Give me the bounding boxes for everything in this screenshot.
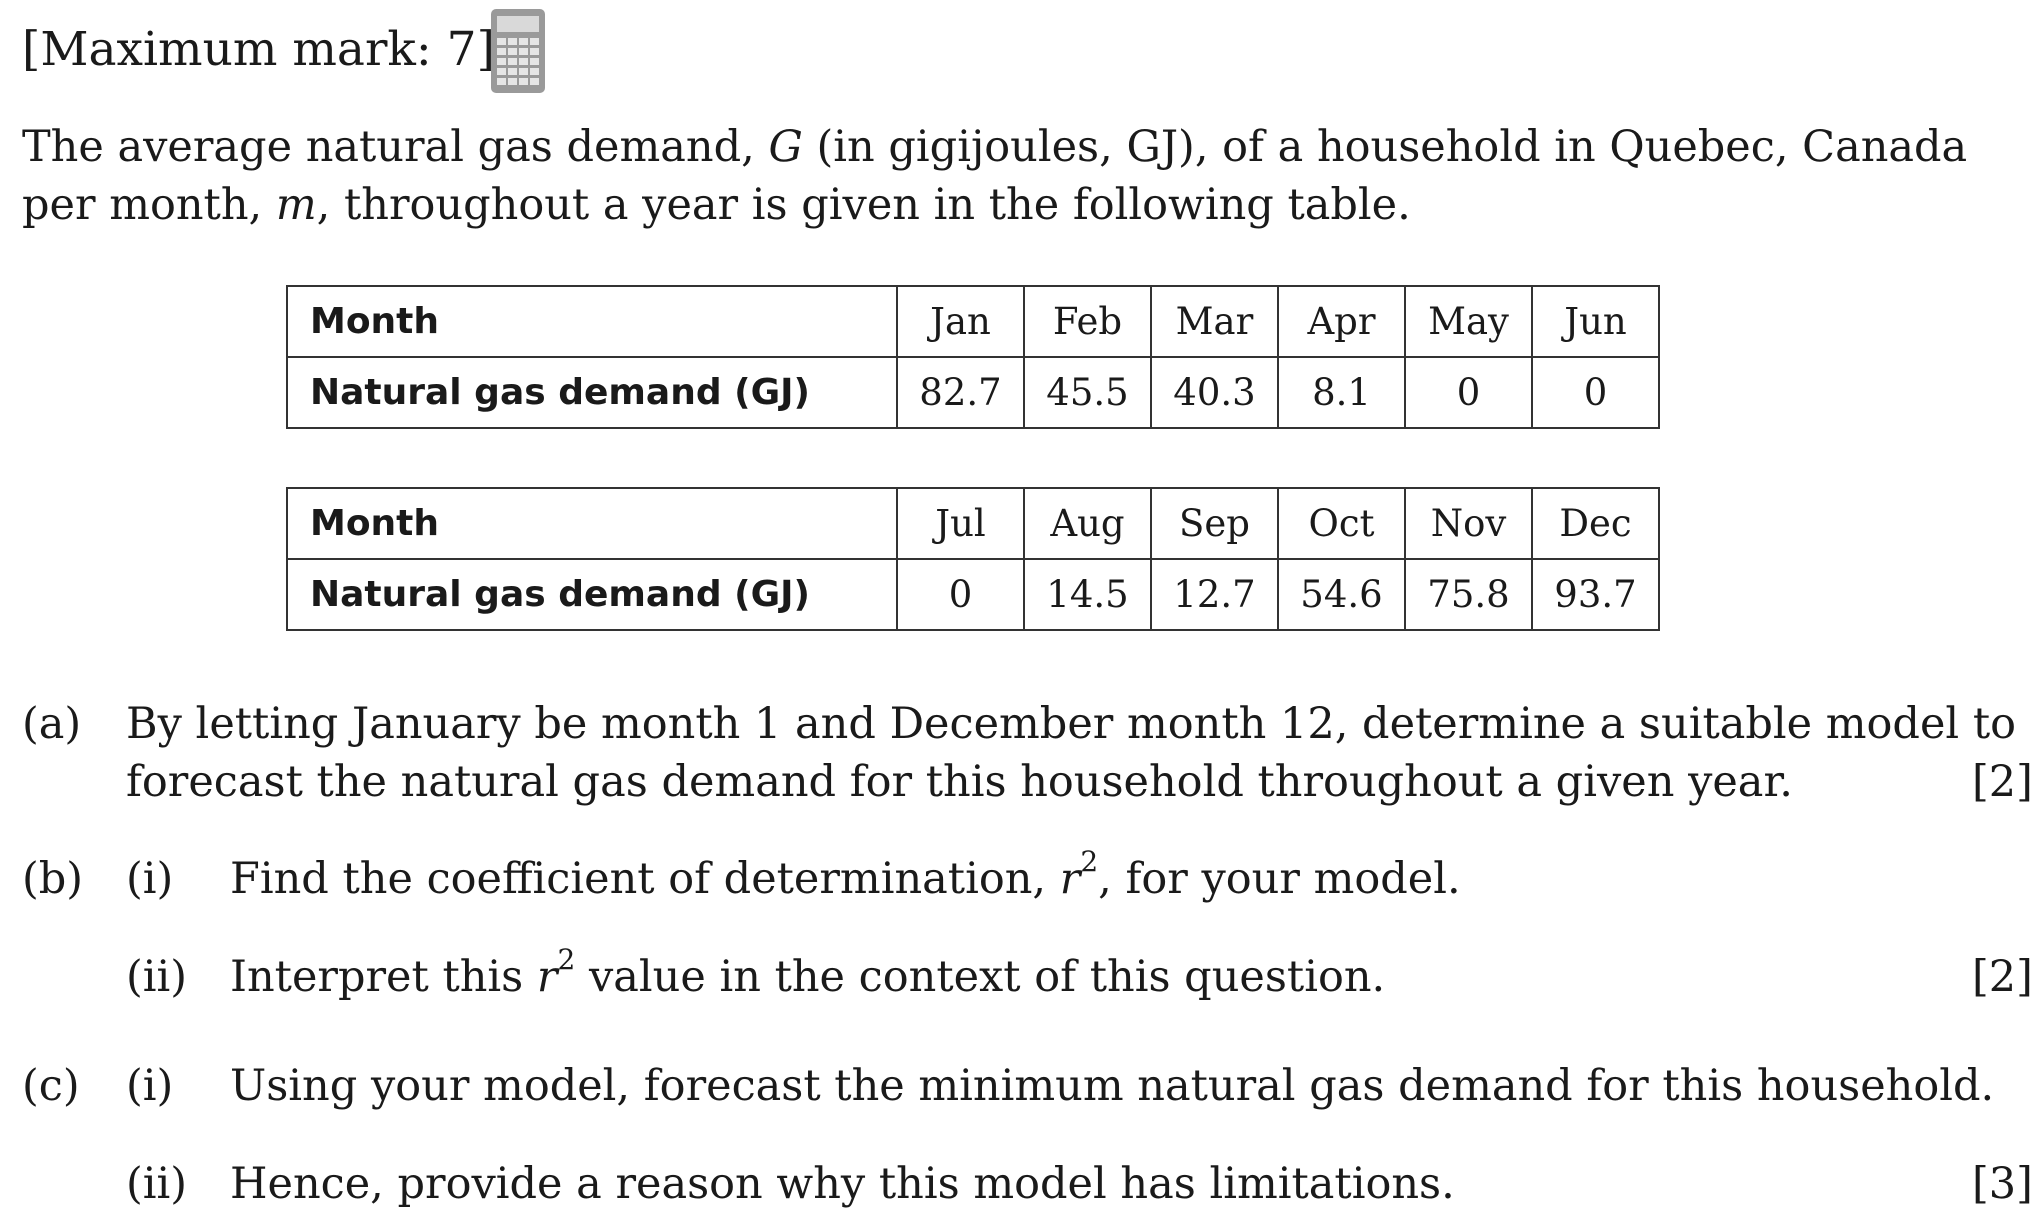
question-text: Interpret this [230, 952, 524, 1002]
table-row-demand: Natural gas demand (GJ) 82.7 45.5 40.3 8… [286, 356, 1660, 429]
question-a-label: (a) [22, 699, 82, 749]
value-cell: 93.7 [1531, 558, 1660, 631]
month-cell: Nov [1404, 487, 1533, 560]
max-mark: [Maximum mark: 7] [22, 22, 495, 77]
question-a-line-2: forecast the natural gas demand for this… [126, 757, 1793, 807]
gas-demand-table-jan-jun: Month Jan Feb Mar Apr May Jun Natural ga… [286, 285, 1660, 429]
value-cell: 54.6 [1277, 558, 1406, 631]
question-b-i-text: Find the coefficient of determination, r… [230, 848, 1461, 908]
variable-m: m [275, 180, 317, 230]
value-cell: 0 [1531, 356, 1660, 429]
exponent: 2 [557, 943, 576, 976]
question-b-ii-label: (ii) [126, 952, 188, 1002]
question-text: value in the context of this question. [588, 952, 1386, 1002]
month-cell: Jun [1531, 285, 1660, 358]
value-cell: 0 [896, 558, 1025, 631]
question-c-ii-label: (ii) [126, 1159, 188, 1209]
intro-text: , throughout a year is given in the foll… [316, 180, 1411, 230]
row-label-month: Month [286, 487, 898, 560]
month-cell: Feb [1023, 285, 1152, 358]
value-cell: 40.3 [1150, 356, 1279, 429]
variable-g: G [768, 122, 803, 172]
row-label-demand: Natural gas demand (GJ) [286, 356, 898, 429]
month-cell: Mar [1150, 285, 1279, 358]
row-label-month: Month [286, 285, 898, 358]
month-cell: Aug [1023, 487, 1152, 560]
exponent: 2 [1080, 845, 1099, 878]
intro-text: per month, [22, 180, 263, 230]
value-cell: 12.7 [1150, 558, 1279, 631]
calculator-icon [491, 9, 545, 93]
month-cell: Apr [1277, 285, 1406, 358]
question-b-marks: [2] [1972, 952, 2033, 1002]
question-text: , for your model. [1098, 854, 1461, 904]
question-b-ii-text: Interpret this r2 value in the context o… [230, 946, 1386, 1006]
variable-r: r [1059, 854, 1081, 904]
intro-line-2: per month, m, throughout a year is given… [22, 176, 1411, 234]
value-cell: 82.7 [896, 356, 1025, 429]
month-cell: Jul [896, 487, 1025, 560]
gas-demand-table-jul-dec: Month Jul Aug Sep Oct Nov Dec Natural ga… [286, 487, 1660, 631]
question-c-label: (c) [22, 1061, 80, 1111]
intro-line-1: The average natural gas demand, G (in gi… [22, 118, 1967, 176]
month-cell: Sep [1150, 487, 1279, 560]
question-c-i-text: Using your model, forecast the minimum n… [230, 1061, 1995, 1111]
month-cell: Dec [1531, 487, 1660, 560]
question-c-marks: [3] [1972, 1159, 2033, 1209]
table-row-month: Month Jan Feb Mar Apr May Jun [286, 285, 1660, 358]
table-row-demand: Natural gas demand (GJ) 0 14.5 12.7 54.6… [286, 558, 1660, 631]
value-cell: 45.5 [1023, 356, 1152, 429]
intro-text: (in gigijoules, GJ), of a household in Q… [816, 122, 1968, 172]
month-cell: Jan [896, 285, 1025, 358]
question-b-i-label: (i) [126, 854, 174, 904]
question-a-line-1: By letting January be month 1 and Decemb… [126, 699, 2016, 749]
value-cell: 0 [1404, 356, 1533, 429]
question-a-marks: [2] [1972, 757, 2033, 807]
month-cell: May [1404, 285, 1533, 358]
value-cell: 14.5 [1023, 558, 1152, 631]
intro-text: The average natural gas demand, [22, 122, 755, 172]
question-b-label: (b) [22, 854, 84, 904]
table-row-month: Month Jul Aug Sep Oct Nov Dec [286, 487, 1660, 560]
value-cell: 8.1 [1277, 356, 1406, 429]
month-cell: Oct [1277, 487, 1406, 560]
row-label-demand: Natural gas demand (GJ) [286, 558, 898, 631]
value-cell: 75.8 [1404, 558, 1533, 631]
question-c-i-label: (i) [126, 1061, 174, 1111]
question-text: Find the coefficient of determination, [230, 854, 1047, 904]
variable-r: r [536, 952, 558, 1002]
question-c-ii-text: Hence, provide a reason why this model h… [230, 1159, 1455, 1209]
